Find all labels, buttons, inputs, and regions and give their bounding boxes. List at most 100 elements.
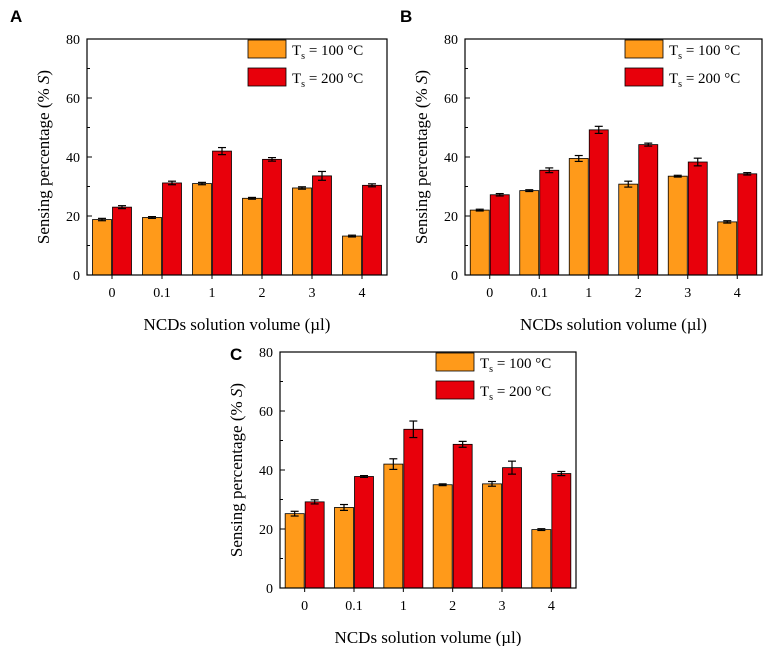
legend-label-sub: s: [489, 364, 493, 375]
y-axis-label: Sensing percentage (% S): [412, 70, 431, 244]
bar: [687, 161, 708, 276]
y-tick-label: 40: [259, 464, 273, 479]
x-tick-label: 0: [301, 599, 308, 614]
x-tick-label: 4: [734, 286, 741, 301]
y-tick-label: 60: [66, 92, 80, 107]
x-tick-label: 2: [259, 286, 266, 301]
x-tick-label: 0.1: [153, 286, 171, 301]
legend-label-main: T: [292, 71, 301, 87]
bar: [452, 443, 473, 589]
y-tick-label: 80: [259, 346, 273, 361]
x-tick-label: 1: [585, 286, 592, 301]
legend-label-sub: s: [489, 392, 493, 403]
y-tick-label: 20: [259, 523, 273, 538]
bar: [551, 473, 572, 589]
y-tick-label: 0: [266, 582, 273, 597]
legend-label-rest: = 100 °C: [305, 43, 363, 59]
legend-label-main: T: [480, 384, 489, 400]
legend-label: Ts = 100 °C: [292, 43, 363, 62]
bar: [262, 158, 282, 276]
legend-label: Ts = 200 °C: [480, 384, 551, 403]
y-tick-label: 20: [444, 210, 458, 225]
y-axis-label-close: ): [227, 383, 246, 389]
bar: [489, 194, 510, 276]
bar: [192, 183, 212, 276]
y-tick-label: 80: [444, 33, 458, 48]
legend-swatch: [435, 352, 475, 372]
y-tick-label: 0: [73, 269, 80, 284]
bar: [717, 221, 738, 276]
panel-label: A: [10, 7, 22, 26]
x-tick-label: 2: [449, 599, 456, 614]
x-tick-label: 0.1: [345, 599, 363, 614]
y-axis-label-italic: S: [412, 75, 431, 84]
bar: [292, 187, 312, 276]
bar: [403, 428, 424, 589]
x-tick-label: 0.1: [531, 286, 549, 301]
bar: [312, 175, 332, 276]
legend-label-main: T: [480, 356, 489, 372]
bar: [362, 184, 382, 276]
bar: [531, 529, 552, 589]
legend-label-rest: = 100 °C: [493, 356, 551, 372]
y-tick-label: 20: [66, 210, 80, 225]
x-tick-label: 0: [109, 286, 116, 301]
x-tick-label: 3: [684, 286, 691, 301]
bar: [667, 175, 688, 276]
legend-label-sub: s: [678, 79, 682, 90]
legend-label-main: T: [292, 43, 301, 59]
legend-label-rest: = 200 °C: [493, 384, 551, 400]
legend-label-rest: = 200 °C: [305, 71, 363, 87]
y-tick-label: 40: [66, 151, 80, 166]
y-tick-label: 80: [66, 33, 80, 48]
bar: [112, 206, 132, 276]
y-axis-label-close: ): [412, 70, 431, 76]
bar: [737, 173, 758, 276]
bar: [92, 219, 112, 276]
bar: [588, 129, 609, 276]
x-axis-label: NCDs solution volume (µl): [520, 315, 707, 334]
legend-label: Ts = 100 °C: [480, 356, 551, 375]
bar: [618, 183, 639, 276]
x-tick-label: 3: [309, 286, 316, 301]
legend-label: Ts = 200 °C: [669, 71, 740, 90]
legend-label-main: T: [669, 43, 678, 59]
y-axis-label-italic: S: [34, 75, 53, 84]
bar: [519, 190, 540, 276]
y-axis-label-close: ): [34, 70, 53, 76]
y-axis-label-text: Sensing percentage (%: [227, 397, 246, 557]
y-tick-label: 0: [451, 269, 458, 284]
bar: [383, 463, 404, 589]
legend-swatch: [435, 380, 475, 400]
bar: [539, 169, 560, 276]
x-tick-label: 3: [499, 599, 506, 614]
legend-swatch: [624, 39, 664, 59]
legend-label-rest: = 100 °C: [682, 43, 740, 59]
x-axis-label: NCDs solution volume (µl): [335, 628, 522, 646]
bar: [482, 483, 502, 589]
legend-label-sub: s: [678, 51, 682, 62]
legend-label-rest: = 200 °C: [682, 71, 740, 87]
x-tick-label: 4: [359, 286, 366, 301]
bar: [142, 217, 162, 276]
legend-label-sub: s: [301, 79, 305, 90]
bar: [284, 513, 305, 589]
legend-swatch: [247, 39, 287, 59]
legend-swatch: [624, 67, 664, 87]
panel-label: C: [230, 345, 242, 364]
panel-label: B: [400, 7, 412, 26]
bar: [354, 476, 374, 589]
x-tick-label: 4: [548, 599, 555, 614]
bar: [304, 501, 325, 589]
legend-swatch: [247, 67, 287, 87]
x-tick-label: 0: [486, 286, 493, 301]
x-axis-label: NCDs solution volume (µl): [144, 315, 331, 334]
bar: [638, 144, 659, 276]
y-tick-label: 60: [259, 405, 273, 420]
bar: [469, 209, 490, 276]
y-axis-label-text: Sensing percentage (%: [34, 84, 53, 244]
